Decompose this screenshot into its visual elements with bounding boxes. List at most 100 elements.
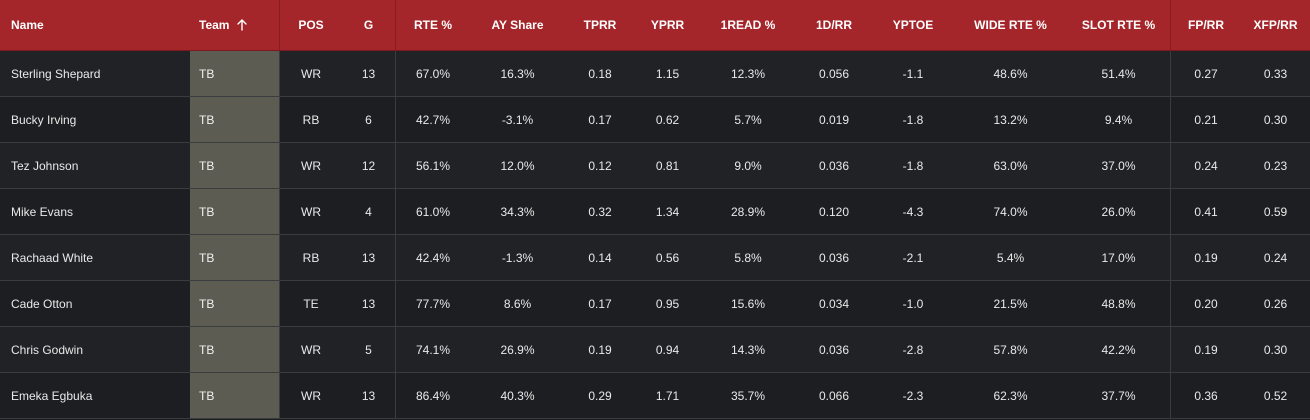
cell-tprr: 0.17 xyxy=(588,296,612,311)
cell-team: TB xyxy=(190,373,280,418)
cell-1read-pct: 5.7% xyxy=(734,112,762,127)
cell-pos: WR xyxy=(301,204,321,219)
cell-g: 6 xyxy=(342,97,396,142)
cell-yprr: 0.95 xyxy=(655,296,680,311)
cell-g: 5 xyxy=(342,327,396,372)
arrow-up-icon[interactable] xyxy=(237,19,248,31)
cell-pos: RB xyxy=(302,250,320,265)
cell-tprr: 0.12 xyxy=(588,158,612,173)
column-header-label: POS xyxy=(298,18,324,32)
cell-1read-pct: 15.6% xyxy=(730,296,766,311)
column-header-label: YPTOE xyxy=(892,18,934,32)
cell-slot-rte-pct: 48.8% xyxy=(1067,281,1171,326)
cell-xfp-rr: 0.33 xyxy=(1263,66,1288,81)
cell-ay-share: -1.3% xyxy=(501,250,534,265)
cell-name[interactable]: Cade Otton xyxy=(11,296,73,311)
column-header-g[interactable]: G xyxy=(342,0,396,50)
table-row[interactable]: Cade Otton TB TE 13 77.7% 8.6% 0.17 0.95 15.6% 0.… xyxy=(0,281,1310,327)
cell-slot-rte-pct: 17.0% xyxy=(1067,235,1171,280)
column-header-slot-rte-pct[interactable]: SLOT RTE % xyxy=(1067,0,1171,50)
table-row[interactable]: Chris Godwin TB WR 5 74.1% 26.9% 0.19 0.94 14.3%… xyxy=(0,327,1310,373)
cell-yprr: 0.56 xyxy=(655,250,680,265)
cell-g: 13 xyxy=(342,235,396,280)
column-header-fp-rr[interactable]: FP/RR xyxy=(1171,0,1241,50)
column-header-label: Name xyxy=(11,18,44,32)
cell-fp-rr: 0.36 xyxy=(1194,388,1218,403)
cell-xfp-rr: 0.52 xyxy=(1263,388,1288,403)
cell-g: 12 xyxy=(342,143,396,188)
column-header-xfp-rr[interactable]: XFP/RR xyxy=(1241,0,1310,50)
cell-wide-rte-pct: 21.5% xyxy=(993,296,1028,311)
column-header-wide-rte-pct[interactable]: WIDE RTE % xyxy=(954,0,1067,50)
cell-ay-share: 34.3% xyxy=(500,204,535,219)
cell-slot-rte-pct: 37.7% xyxy=(1067,373,1171,418)
cell-ay-share: 26.9% xyxy=(500,342,535,357)
column-header-label: Team xyxy=(199,18,230,32)
cell-fp-rr: 0.27 xyxy=(1194,66,1218,81)
cell-slot-rte-pct: 37.0% xyxy=(1067,143,1171,188)
column-header-1read-pct[interactable]: 1READ % xyxy=(700,0,796,50)
cell-1read-pct: 35.7% xyxy=(730,388,766,403)
cell-wide-rte-pct: 5.4% xyxy=(996,250,1025,265)
cell-yptoe: -1.1 xyxy=(902,66,924,81)
column-header-yptoe[interactable]: YPTOE xyxy=(872,0,954,50)
cell-fp-rr: 0.41 xyxy=(1194,204,1218,219)
column-header-yprr[interactable]: YPRR xyxy=(635,0,700,50)
cell-tprr: 0.17 xyxy=(588,112,612,127)
cell-yprr: 1.34 xyxy=(655,204,680,219)
cell-g: 4 xyxy=(342,189,396,234)
column-header-1d-rr[interactable]: 1D/RR xyxy=(796,0,872,50)
column-header-label: SLOT RTE % xyxy=(1081,18,1156,32)
cell-team: TB xyxy=(190,281,280,326)
column-header-label: TPRR xyxy=(583,18,617,32)
cell-name[interactable]: Emeka Egbuka xyxy=(11,388,93,403)
cell-1read-pct: 28.9% xyxy=(730,204,766,219)
cell-fp-rr: 0.19 xyxy=(1194,250,1218,265)
cell-team: TB xyxy=(190,189,280,234)
cell-tprr: 0.29 xyxy=(588,388,612,403)
cell-ay-share: 16.3% xyxy=(500,66,535,81)
column-header-team[interactable]: Team xyxy=(190,0,280,50)
cell-name[interactable]: Chris Godwin xyxy=(11,342,84,357)
cell-wide-rte-pct: 74.0% xyxy=(993,204,1028,219)
cell-pos: TE xyxy=(303,296,319,311)
table-row[interactable]: Emeka Egbuka TB WR 13 86.4% 40.3% 0.29 1.71 35.7… xyxy=(0,373,1310,419)
cell-xfp-rr: 0.24 xyxy=(1263,250,1288,265)
cell-ay-share: 8.6% xyxy=(503,296,532,311)
column-header-pos[interactable]: POS xyxy=(280,0,342,50)
table-row[interactable]: Sterling Shepard TB WR 13 67.0% 16.3% 0.18 1.15… xyxy=(0,51,1310,97)
cell-1read-pct: 14.3% xyxy=(730,342,766,357)
cell-slot-rte-pct: 51.4% xyxy=(1067,51,1171,96)
cell-1read-pct: 9.0% xyxy=(734,158,762,173)
column-header-tprr[interactable]: TPRR xyxy=(565,0,635,50)
table-row[interactable]: Rachaad White TB RB 13 42.4% -1.3% 0.14 0.56 5.8… xyxy=(0,235,1310,281)
cell-wide-rte-pct: 48.6% xyxy=(993,66,1028,81)
cell-xfp-rr: 0.23 xyxy=(1263,158,1288,173)
table-row[interactable]: Bucky Irving TB RB 6 42.7% -3.1% 0.17 0.62 5.7% 0… xyxy=(0,97,1310,143)
column-header-rte-pct[interactable]: RTE % xyxy=(396,0,470,50)
column-header-label: AY Share xyxy=(491,18,544,32)
column-header-label: G xyxy=(363,18,374,32)
cell-rte-pct: 77.7% xyxy=(415,296,451,311)
cell-name[interactable]: Tez Johnson xyxy=(11,158,79,173)
cell-yprr: 0.62 xyxy=(655,112,680,127)
column-header-ay-share[interactable]: AY Share xyxy=(470,0,565,50)
cell-wide-rte-pct: 63.0% xyxy=(993,158,1028,173)
cell-name[interactable]: Bucky Irving xyxy=(11,112,77,127)
cell-name[interactable]: Sterling Shepard xyxy=(11,66,101,81)
cell-fp-rr: 0.21 xyxy=(1194,112,1218,127)
column-header-name[interactable]: Name xyxy=(0,0,190,50)
cell-g: 13 xyxy=(342,51,396,96)
cell-xfp-rr: 0.30 xyxy=(1263,112,1288,127)
column-header-label: YPRR xyxy=(650,18,685,32)
table-row[interactable]: Tez Johnson TB WR 12 56.1% 12.0% 0.12 0.81 9.0% 0… xyxy=(0,143,1310,189)
cell-name[interactable]: Rachaad White xyxy=(11,250,94,265)
cell-yprr: 0.81 xyxy=(655,158,680,173)
table-row[interactable]: Mike Evans TB WR 4 61.0% 34.3% 0.32 1.34 28.9% 0.… xyxy=(0,189,1310,235)
cell-tprr: 0.18 xyxy=(588,66,612,81)
cell-name[interactable]: Mike Evans xyxy=(11,204,74,219)
table-header: Name Team POS G RTE % AY Share TPRR YPRR 1READ %… xyxy=(0,0,1310,51)
cell-1d-rr: 0.066 xyxy=(818,388,850,403)
column-header-label: 1READ % xyxy=(720,18,776,32)
cell-wide-rte-pct: 57.8% xyxy=(993,342,1028,357)
